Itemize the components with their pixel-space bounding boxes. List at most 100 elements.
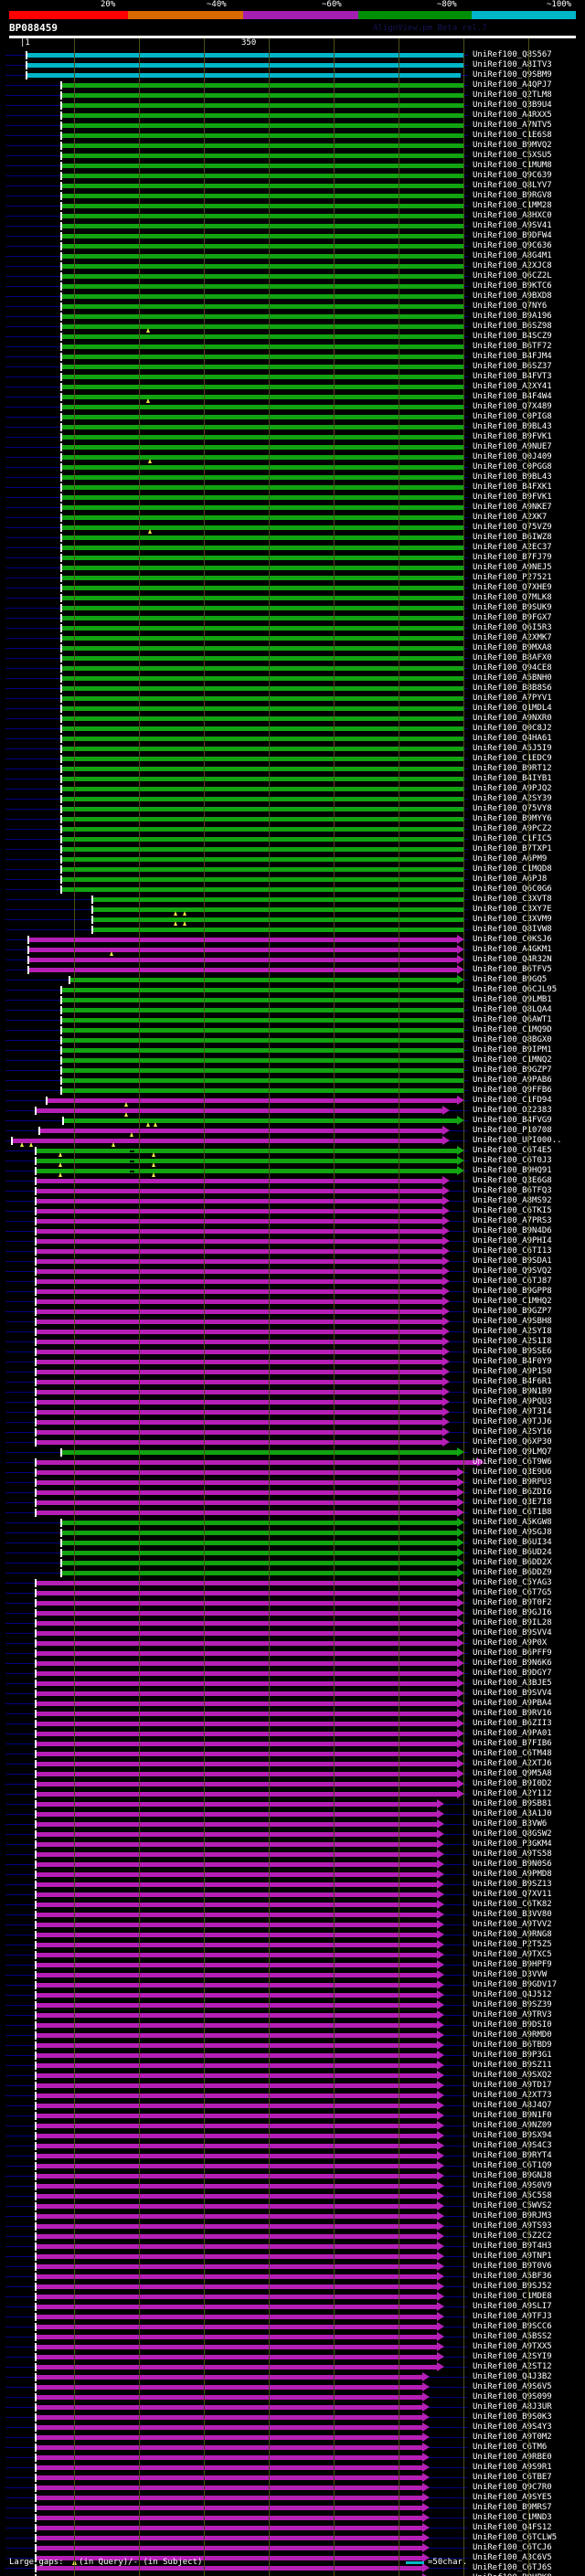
hit-accession-label[interactable]: UniRef100_B9BL43 xyxy=(473,422,552,431)
hit-row[interactable]: UniRef100_B9SB81 xyxy=(0,1799,585,1809)
hit-accession-label[interactable]: UniRef100_A9TJJ6 xyxy=(473,1417,552,1426)
hit-accession-label[interactable]: UniRef100_B9RV16 xyxy=(473,1709,552,1718)
hit-accession-label[interactable]: UniRef100_A9TRV3 xyxy=(473,2010,552,2019)
hit-row[interactable]: UniRef100_A2XTJ6 xyxy=(0,1759,585,1769)
hit-accession-label[interactable]: UniRef100_P3GKM4 xyxy=(473,1839,552,1849)
hit-row[interactable]: UniRef100_Q6CZ2L xyxy=(0,271,585,281)
hit-row[interactable]: UniRef100_B9DGY7 xyxy=(0,1669,585,1679)
hit-row[interactable]: UniRef100_B6ZII3 xyxy=(0,1719,585,1729)
hit-accession-label[interactable]: UniRef100_B6SZ37 xyxy=(473,362,552,371)
hit-accession-label[interactable]: UniRef100_C1MM28 xyxy=(473,201,552,210)
hit-accession-label[interactable]: UniRef100_Q9FFB6 xyxy=(473,1086,552,1095)
hit-accession-label[interactable]: UniRef100_B7FIB6 xyxy=(473,1739,552,1748)
hit-accession-label[interactable]: UniRef100_C6T9W6 xyxy=(473,1458,552,1467)
hit-row[interactable]: UniRef100_B9GJI6 xyxy=(0,1608,585,1618)
hit-row[interactable]: UniRef100_P3GKM4 xyxy=(0,1839,585,1850)
hit-accession-label[interactable]: UniRef100_C6TM48 xyxy=(473,1749,552,1758)
hit-row[interactable]: UniRef100_A8G4M1 xyxy=(0,251,585,261)
hit-accession-label[interactable]: UniRef100_B8B8S6 xyxy=(473,684,552,693)
hit-row[interactable]: UniRef100_Q4FS12 xyxy=(0,2523,585,2533)
hit-row[interactable]: UniRef100_B6IWZ8 xyxy=(0,533,585,543)
hit-row[interactable]: UniRef100_Q7NY6 xyxy=(0,302,585,312)
hit-accession-label[interactable]: UniRef100_B9MXA8 xyxy=(473,643,552,652)
hit-row[interactable]: UniRef100_B9DFW4 xyxy=(0,231,585,241)
hit-accession-label[interactable]: UniRef100_C0PIG8 xyxy=(473,412,552,421)
hit-accession-label[interactable]: UniRef100_Q75VY8 xyxy=(473,804,552,813)
hit-row[interactable]: UniRef100_A9P1S0 xyxy=(0,1367,585,1377)
hit-row[interactable]: UniRef100_B9SDA1 xyxy=(0,1256,585,1267)
hit-row[interactable]: UniRef100_B9GZP7 xyxy=(0,1065,585,1076)
hit-accession-label[interactable]: UniRef100_A9S0V9 xyxy=(473,2181,552,2190)
hit-row[interactable]: UniRef100_C6TCJ6 xyxy=(0,2543,585,2553)
hit-accession-label[interactable]: UniRef100_B9MRS7 xyxy=(473,2503,552,2512)
hit-row[interactable]: UniRef100_A9T0M2 xyxy=(0,2433,585,2443)
hit-row[interactable]: UniRef100_UPI000.. xyxy=(0,1136,585,1147)
hit-row[interactable]: UniRef100_C1MM28 xyxy=(0,201,585,211)
hit-accession-label[interactable]: UniRef100_A2XK7 xyxy=(473,513,548,522)
hit-accession-label[interactable]: UniRef100_A5KGW8 xyxy=(473,1518,552,1527)
hit-accession-label[interactable]: UniRef100_Q8GSW2 xyxy=(473,1829,552,1839)
hit-accession-label[interactable]: UniRef100_Q75VZ9 xyxy=(473,523,552,532)
hit-row[interactable]: UniRef100_B9FGX7 xyxy=(0,613,585,623)
hit-accession-label[interactable]: UniRef100_C1MQD8 xyxy=(473,864,552,874)
hit-row[interactable]: UniRef100_A2XT73 xyxy=(0,2091,585,2101)
hit-row[interactable]: UniRef100_C1MQD8 xyxy=(0,864,585,875)
hit-row[interactable]: UniRef100_Q4J512 xyxy=(0,1990,585,2000)
hit-row[interactable]: UniRef100_B9N1B9 xyxy=(0,1387,585,1397)
hit-accession-label[interactable]: UniRef100_A9TVV2 xyxy=(473,1920,552,1929)
hit-row[interactable]: UniRef100_A9TFJ3 xyxy=(0,2312,585,2322)
hit-row[interactable]: UniRef100_B7TXP1 xyxy=(0,844,585,854)
hit-accession-label[interactable]: UniRef100_B9RGV8 xyxy=(473,191,552,200)
hit-row[interactable]: UniRef100_A9S6V5 xyxy=(0,2382,585,2392)
hit-accession-label[interactable]: UniRef100_B9FVK1 xyxy=(473,493,552,502)
hit-row[interactable]: UniRef100_Q9M5A8 xyxy=(0,1769,585,1779)
hit-accession-label[interactable]: UniRef100_B4F4W4 xyxy=(473,392,552,401)
hit-row[interactable]: UniRef100_B9SJ52 xyxy=(0,2282,585,2292)
hit-row[interactable]: UniRef100_C5YAG3 xyxy=(0,1578,585,1588)
hit-row[interactable]: UniRef100_A9SV41 xyxy=(0,221,585,231)
hit-row[interactable]: UniRef100_B6TFQ3 xyxy=(0,1186,585,1196)
hit-accession-label[interactable]: UniRef100_P27521 xyxy=(473,573,552,582)
hit-accession-label[interactable]: UniRef100_B4F0Y9 xyxy=(473,1357,552,1366)
hit-accession-label[interactable]: UniRef100_B6ZDI6 xyxy=(473,1488,552,1497)
hit-accession-label[interactable]: UniRef100_C6TJ87 xyxy=(473,1277,552,1286)
hit-row[interactable]: UniRef100_D3VVW xyxy=(0,1970,585,1980)
hit-accession-label[interactable]: UniRef100_A9PQU3 xyxy=(473,1397,552,1406)
hit-accession-label[interactable]: UniRef100_A9P0X xyxy=(473,1638,548,1648)
hit-row[interactable]: UniRef100_A9S4Y3 xyxy=(0,2422,585,2433)
hit-accession-label[interactable]: UniRef100_A3BJE5 xyxy=(473,1679,552,1688)
hit-row[interactable]: UniRef100_B4F0Y9 xyxy=(0,1357,585,1367)
hit-accession-label[interactable]: UniRef100_A9TFJ3 xyxy=(473,2312,552,2321)
hit-accession-label[interactable]: UniRef100_A7PYV1 xyxy=(473,694,552,703)
hit-row[interactable]: UniRef100_A9PJQ2 xyxy=(0,784,585,794)
hit-accession-label[interactable]: UniRef100_C6T7G5 xyxy=(473,1588,552,1597)
hit-row[interactable]: UniRef100_A6PJ8 xyxy=(0,875,585,885)
hit-row[interactable]: UniRef100_Q9S099 xyxy=(0,2392,585,2402)
hit-accession-label[interactable]: UniRef100_B9N0S6 xyxy=(473,1860,552,1869)
hit-accession-label[interactable]: UniRef100_B9HPK8 xyxy=(473,2573,552,2576)
hit-row[interactable]: UniRef100_P27521 xyxy=(0,573,585,583)
hit-row[interactable]: UniRef100_A3A1J0 xyxy=(0,1809,585,1819)
hit-row[interactable]: UniRef100_B9SVV4 xyxy=(0,1689,585,1699)
hit-row[interactable]: UniRef100_B6TBD9 xyxy=(0,2041,585,2051)
hit-row[interactable]: UniRef100_A5BF36 xyxy=(0,2272,585,2282)
hit-row[interactable]: UniRef100_B9BL43 xyxy=(0,422,585,432)
hit-accession-label[interactable]: UniRef100_A2XMK7 xyxy=(473,633,552,642)
hit-accession-label[interactable]: UniRef100_B4SCZ9 xyxy=(473,332,552,341)
hit-accession-label[interactable]: UniRef100_Q9C636 xyxy=(473,241,552,250)
hit-row[interactable]: UniRef100_C6TBE7 xyxy=(0,2473,585,2483)
hit-accession-label[interactable]: UniRef100_A9TD17 xyxy=(473,2081,552,2090)
hit-row[interactable]: UniRef100_B4FVT3 xyxy=(0,372,585,382)
hit-row[interactable]: UniRef100_Q3E6G8 xyxy=(0,1176,585,1186)
hit-row[interactable]: UniRef100_O22383 xyxy=(0,1106,585,1117)
hit-accession-label[interactable]: UniRef100_Q3B9U4 xyxy=(473,101,552,110)
hit-accession-label[interactable]: UniRef100_B9GQ5 xyxy=(473,975,548,984)
hit-accession-label[interactable]: UniRef100_B3VV80 xyxy=(473,1910,552,1919)
hit-accession-label[interactable]: UniRef100_UPI000.. xyxy=(473,1136,562,1145)
hit-accession-label[interactable]: UniRef100_Q9LMQ7 xyxy=(473,1447,552,1457)
hit-row[interactable]: UniRef100_B9HPK8 xyxy=(0,2573,585,2576)
hit-row[interactable]: UniRef100_B6SZ37 xyxy=(0,362,585,372)
hit-accession-label[interactable]: UniRef100_B9SVV4 xyxy=(473,1628,552,1638)
hit-accession-label[interactable]: UniRef100_B9N6K6 xyxy=(473,1659,552,1668)
hit-accession-label[interactable]: UniRef100_B9SSE6 xyxy=(473,1347,552,1356)
